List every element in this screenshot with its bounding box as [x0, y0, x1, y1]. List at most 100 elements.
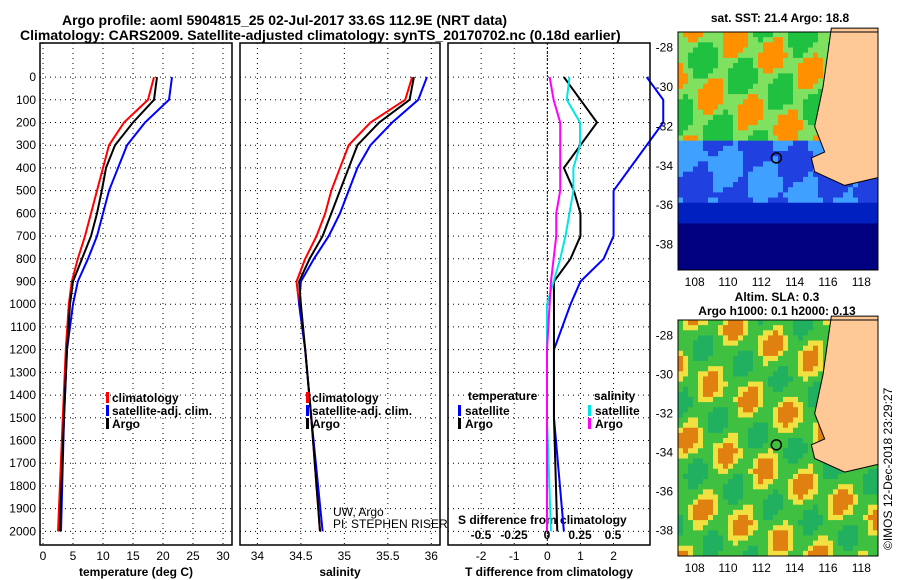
map-cell — [713, 355, 719, 362]
map-cell — [718, 381, 724, 388]
map-cell — [763, 407, 769, 413]
map-cell — [793, 119, 799, 126]
map-cell — [783, 376, 789, 383]
map-cell — [758, 176, 764, 183]
map-cell — [808, 432, 814, 439]
map-cell — [743, 540, 749, 547]
map-cell — [818, 218, 824, 224]
map-cell — [743, 259, 749, 266]
map-cell — [828, 213, 834, 219]
map-cell — [783, 202, 789, 209]
map-cell — [728, 355, 734, 362]
map-frame — [677, 31, 879, 271]
map-cell — [698, 453, 704, 460]
map-cell — [703, 504, 709, 511]
map-cell — [773, 63, 779, 69]
legend-swatch — [458, 405, 461, 416]
map-cell — [723, 381, 729, 388]
map-cell — [678, 340, 684, 347]
map-cell — [703, 145, 709, 152]
map-cell — [803, 176, 809, 183]
map-cell — [793, 535, 799, 542]
map-cell — [773, 381, 779, 388]
map-cell — [683, 458, 689, 465]
map-cell — [733, 381, 739, 388]
map-cell — [768, 345, 774, 352]
map-cell — [848, 264, 854, 271]
map-cell — [813, 171, 819, 178]
map-cell — [748, 550, 754, 557]
map-cell — [758, 233, 764, 240]
map-cell — [758, 489, 764, 495]
map-cell — [793, 109, 799, 116]
map-cell — [753, 197, 759, 204]
map-cell — [833, 468, 839, 475]
map-cell — [778, 438, 784, 444]
map-cell — [828, 223, 834, 230]
map-cell — [773, 340, 779, 347]
map-cell — [858, 213, 864, 219]
map-cell — [758, 202, 764, 209]
map-cell — [738, 104, 744, 111]
map-cell — [713, 407, 719, 413]
map-cell — [763, 244, 769, 250]
map-cell — [698, 386, 704, 393]
depth-tick-label: 900 — [16, 275, 36, 289]
map-cell — [683, 350, 689, 357]
map-cell — [678, 530, 684, 536]
map-cell — [738, 244, 744, 250]
map-cell — [783, 438, 789, 444]
map-cell — [813, 422, 819, 429]
map-cell — [813, 361, 819, 367]
map-cell — [813, 42, 819, 49]
map-cell — [753, 42, 759, 49]
map-cell — [703, 223, 709, 230]
map-cell — [718, 412, 724, 418]
map-cell — [733, 514, 739, 521]
map-cell — [728, 264, 734, 271]
map-cell — [678, 438, 684, 444]
map-cell — [723, 238, 729, 245]
map-cell — [773, 473, 779, 480]
depth-tick-label: 1400 — [9, 388, 36, 402]
map-cell — [723, 432, 729, 439]
map-cell — [778, 355, 784, 362]
map-cell — [818, 238, 824, 245]
map-cell — [803, 355, 809, 362]
map-cell — [688, 135, 694, 142]
map-cell — [698, 494, 704, 501]
map-cell — [843, 259, 849, 266]
map-cell — [753, 218, 759, 224]
map-cell — [823, 37, 829, 43]
map-cell — [763, 525, 769, 531]
map-cell — [768, 104, 774, 111]
map-cell — [858, 249, 864, 255]
map-cell — [818, 88, 824, 95]
map-cell — [773, 386, 779, 393]
map-cell — [748, 37, 754, 43]
map-cell — [713, 171, 719, 178]
map-cell — [808, 52, 814, 59]
map-cell — [798, 130, 804, 136]
map-cell — [718, 187, 724, 193]
map-cell — [683, 207, 689, 214]
map-cell — [758, 37, 764, 43]
map-cell — [733, 479, 739, 485]
map-cell — [793, 386, 799, 393]
map-cell — [778, 187, 784, 193]
map-cell — [698, 228, 704, 235]
map-cell — [793, 233, 799, 240]
map-cell — [693, 99, 699, 105]
map-cell — [808, 176, 814, 183]
map-cell — [698, 88, 704, 95]
map-cell — [823, 550, 829, 557]
map-cell — [728, 520, 734, 526]
map-cell — [773, 207, 779, 214]
map-cell — [773, 192, 779, 199]
series-argo — [58, 76, 158, 532]
map-cell — [788, 366, 794, 372]
map-cell — [718, 94, 724, 100]
map-cell — [818, 233, 824, 240]
map-cell — [728, 448, 734, 454]
map-cell — [768, 145, 774, 152]
